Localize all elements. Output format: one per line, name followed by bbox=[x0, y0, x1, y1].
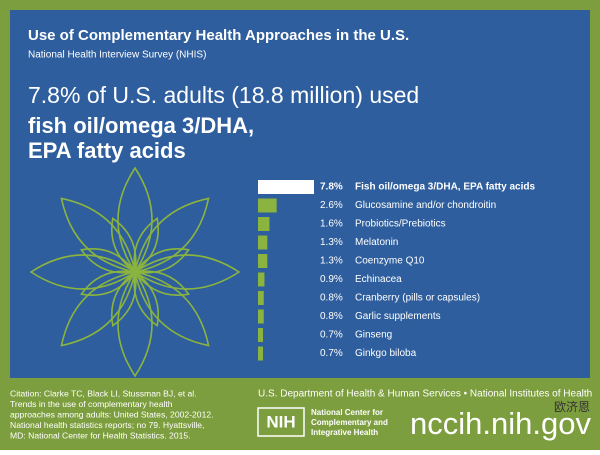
watermark: 欧济恩 bbox=[554, 399, 590, 414]
center-name: National Center for bbox=[311, 408, 383, 417]
category-label: Garlic supplements bbox=[355, 311, 441, 322]
center-name: Complementary and bbox=[311, 418, 388, 427]
bar bbox=[258, 235, 268, 250]
flower-decoration bbox=[29, 166, 241, 378]
logo: NIH bbox=[266, 412, 295, 431]
value-label: 0.8% bbox=[320, 293, 343, 304]
petal bbox=[133, 270, 210, 347]
petal bbox=[133, 197, 210, 274]
citation-line: Trends in the use of complementary healt… bbox=[10, 399, 173, 409]
petal bbox=[29, 254, 137, 290]
bar bbox=[258, 309, 264, 324]
bar bbox=[258, 254, 268, 268]
value-label: 1.3% bbox=[320, 237, 343, 248]
citation-line: MD: National Center for Health Statistic… bbox=[10, 430, 191, 440]
bar-chart: 7.8% Fish oil/omega 3/DHA, EPA fatty acid… bbox=[258, 180, 535, 361]
category-label: Fish oil/omega 3/DHA, EPA fatty acids bbox=[355, 182, 535, 193]
citation-line: approaches among adults: United States, … bbox=[10, 409, 214, 419]
bar bbox=[258, 328, 264, 342]
subtitle: National Health Interview Survey (NHIS) bbox=[28, 50, 206, 61]
highlight: fish oil/omega 3/DHA, bbox=[28, 113, 254, 138]
title: Use of Complementary Health Approaches i… bbox=[28, 27, 409, 44]
bar bbox=[258, 272, 265, 287]
headline: 7.8% of U.S. adults (18.8 million) used bbox=[28, 82, 419, 108]
citation: Citation: Clarke TC, Black LI, Stussman … bbox=[10, 388, 214, 440]
category-label: Cranberry (pills or capsules) bbox=[355, 293, 480, 304]
highlight: EPA fatty acids bbox=[28, 138, 186, 163]
petal bbox=[111, 217, 137, 274]
petal bbox=[60, 197, 137, 274]
bar bbox=[258, 198, 277, 213]
category-label: Echinacea bbox=[355, 274, 402, 285]
center-name: Integrative Health bbox=[311, 428, 378, 437]
citation-line: Citation: Clarke TC, Black LI, Stussman … bbox=[10, 388, 197, 398]
value-label: 7.8% bbox=[320, 182, 343, 193]
petal bbox=[117, 270, 153, 378]
category-label: Ginseng bbox=[355, 330, 392, 341]
value-label: 1.3% bbox=[320, 256, 343, 267]
bar bbox=[258, 346, 264, 361]
petal bbox=[117, 166, 153, 274]
logo-box bbox=[257, 407, 305, 437]
value-label: 2.6% bbox=[320, 200, 343, 211]
value-label: 0.9% bbox=[320, 274, 343, 285]
citation-line: National health statistics reports; no 7… bbox=[10, 420, 204, 430]
value-label: 0.7% bbox=[320, 330, 343, 341]
value-label: 1.6% bbox=[320, 219, 343, 230]
url: nccih.nih.gov bbox=[410, 406, 591, 441]
value-label: 0.8% bbox=[320, 311, 343, 322]
agency: U.S. Department of Health & Human Servic… bbox=[258, 389, 592, 400]
bar bbox=[258, 180, 314, 194]
petal bbox=[60, 270, 137, 347]
value-label: 0.7% bbox=[320, 348, 343, 359]
category-label: Glucosamine and/or chondroitin bbox=[355, 200, 496, 211]
category-label: Coenzyme Q10 bbox=[355, 256, 425, 267]
category-label: Melatonin bbox=[355, 237, 398, 248]
bar bbox=[258, 217, 270, 231]
petal bbox=[133, 254, 241, 290]
category-label: Ginkgo biloba bbox=[355, 348, 417, 359]
category-label: Probiotics/Prebiotics bbox=[355, 219, 446, 230]
bar bbox=[258, 291, 264, 305]
